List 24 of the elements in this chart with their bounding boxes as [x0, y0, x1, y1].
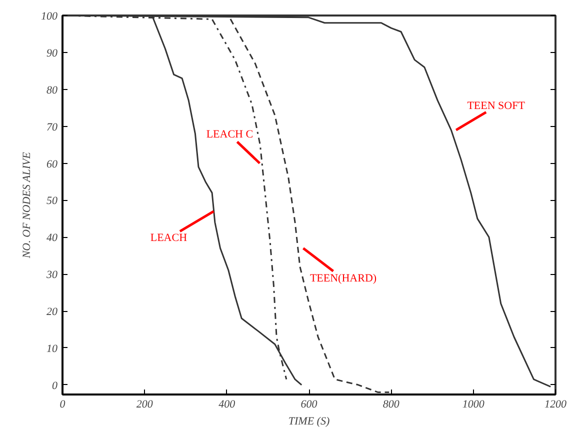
x-tick-label: 800: [382, 398, 400, 410]
x-tick-label: 0: [60, 398, 66, 410]
annotation: TEEN SOFT: [467, 100, 526, 112]
y-tick-label: 80: [46, 84, 58, 96]
x-axis-title: TIME (S): [288, 416, 330, 428]
y-tick-label: 100: [41, 10, 58, 22]
annotation: TEEN(HARD): [310, 272, 377, 285]
y-tick-label: 0: [52, 380, 58, 392]
y-tick-label: 70: [46, 121, 58, 134]
x-tick-label: 400: [218, 398, 236, 410]
y-tick-label: 40: [46, 232, 58, 244]
y-tick-label: 30: [46, 269, 58, 282]
x-tick-label: 200: [136, 398, 154, 410]
y-tick-label: 10: [46, 342, 58, 355]
x-tick-label: 1000: [462, 398, 485, 410]
x-tick-label: 600: [300, 398, 318, 410]
annotation: LEACH C: [206, 128, 254, 141]
y-tick-label: 60: [46, 158, 58, 170]
annotation: LEACH: [150, 232, 188, 244]
y-tick-label: 90: [46, 47, 58, 60]
y-tick-label: 50: [46, 195, 58, 208]
x-tick-label: 1200: [544, 398, 567, 410]
y-axis-title: NO. OF NODES ALIVE: [21, 152, 33, 260]
y-tick-label: 20: [46, 306, 58, 318]
